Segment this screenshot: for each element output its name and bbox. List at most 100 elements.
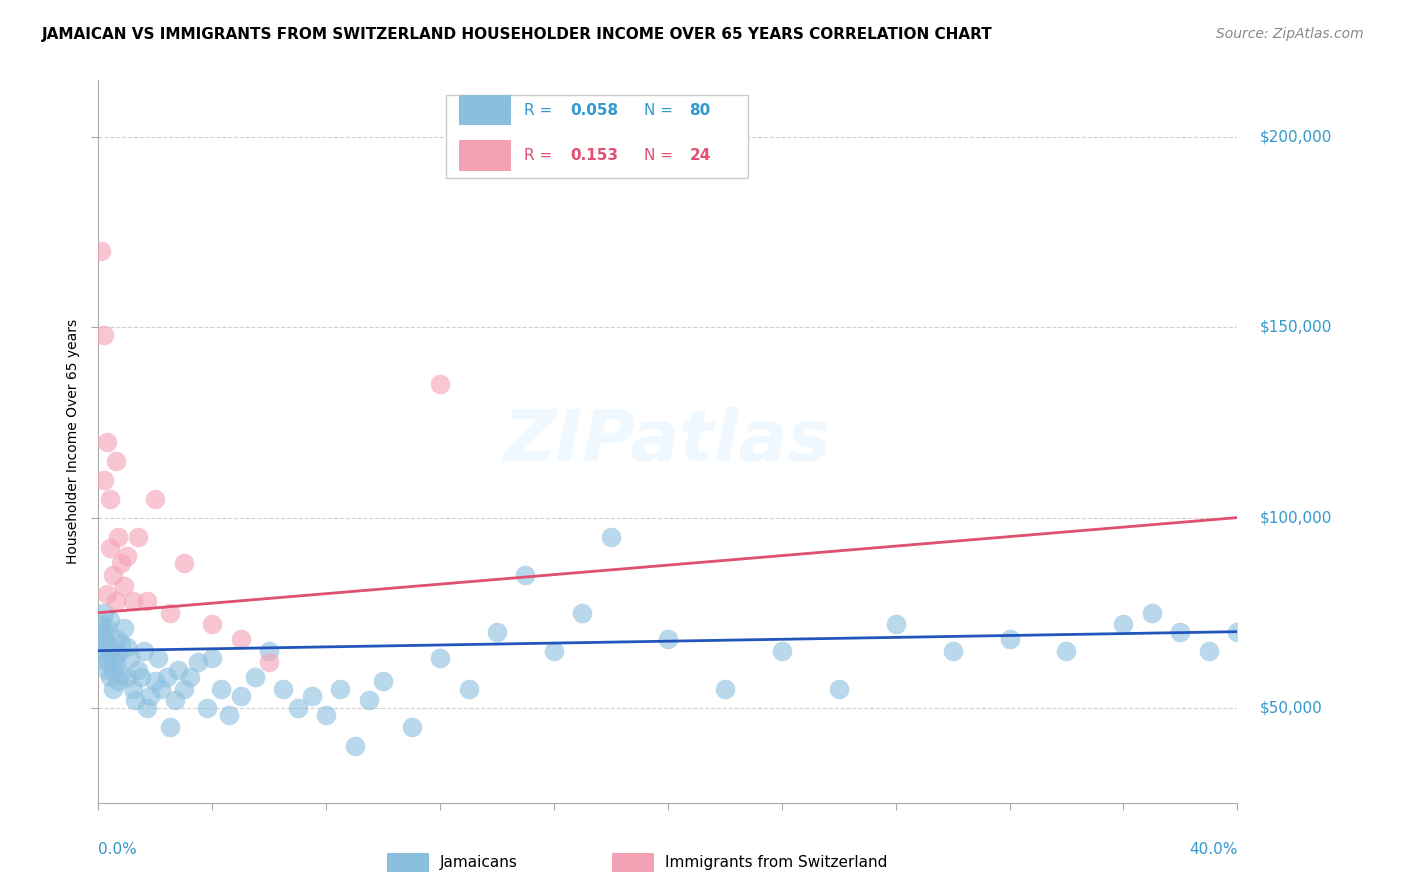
Point [159, 606, 181, 620]
Text: R =: R = [524, 103, 557, 118]
Point [429, 651, 451, 665]
Point [884, 617, 907, 632]
Point [259, 655, 281, 669]
Point [209, 681, 232, 696]
Point [98, 670, 121, 684]
Point [301, 690, 323, 704]
Point [600, 530, 623, 544]
Point [315, 708, 337, 723]
Point [121, 594, 143, 608]
Point [93, 624, 115, 639]
Text: 24: 24 [689, 148, 711, 163]
Point [121, 681, 143, 696]
Point [90, 632, 112, 647]
Point [93, 606, 115, 620]
Point [96, 663, 118, 677]
FancyBboxPatch shape [446, 95, 748, 178]
Point [457, 681, 479, 696]
Point [107, 648, 129, 662]
Text: R =: R = [524, 148, 557, 163]
Point [132, 643, 155, 657]
Point [543, 643, 565, 657]
Point [148, 651, 170, 665]
Text: JAMAICAN VS IMMIGRANTS FROM SWITZERLAND HOUSEHOLDER INCOME OVER 65 YEARS CORRELA: JAMAICAN VS IMMIGRANTS FROM SWITZERLAND … [42, 27, 993, 42]
Point [515, 567, 537, 582]
Point [201, 617, 224, 632]
Point [96, 621, 118, 635]
Point [93, 651, 115, 665]
Point [229, 632, 252, 647]
Point [343, 739, 366, 753]
Point [187, 655, 209, 669]
Point [135, 700, 157, 714]
Text: 40.0%: 40.0% [1189, 842, 1237, 856]
Point [112, 579, 135, 593]
Point [104, 655, 127, 669]
Point [101, 567, 124, 582]
Text: N =: N = [644, 148, 678, 163]
Point [104, 632, 127, 647]
Point [90, 643, 112, 657]
Point [828, 681, 851, 696]
Text: Source: ZipAtlas.com: Source: ZipAtlas.com [1216, 27, 1364, 41]
Point [96, 434, 118, 449]
Point [98, 541, 121, 555]
Point [127, 663, 149, 677]
Point [329, 681, 352, 696]
Point [218, 708, 240, 723]
Text: ZIPatlas: ZIPatlas [505, 407, 831, 476]
Point [98, 643, 121, 657]
Point [112, 621, 135, 635]
Point [93, 473, 115, 487]
Text: 0.153: 0.153 [569, 148, 617, 163]
Point [110, 636, 132, 650]
Point [401, 720, 423, 734]
Text: Immigrants from Switzerland: Immigrants from Switzerland [665, 855, 887, 870]
Point [118, 651, 141, 665]
Point [145, 674, 167, 689]
Point [96, 636, 118, 650]
Point [90, 244, 112, 259]
Point [159, 720, 181, 734]
Point [243, 670, 266, 684]
Point [110, 666, 132, 681]
Text: $50,000: $50,000 [1260, 700, 1323, 715]
Point [104, 453, 127, 467]
Point [98, 613, 121, 627]
Point [1170, 624, 1192, 639]
Text: N =: N = [644, 103, 678, 118]
Point [373, 674, 395, 689]
Point [1198, 643, 1220, 657]
Point [287, 700, 309, 714]
Point [714, 681, 737, 696]
Point [1112, 617, 1135, 632]
Point [98, 491, 121, 506]
Text: $150,000: $150,000 [1260, 320, 1333, 335]
Point [156, 670, 179, 684]
Point [571, 606, 593, 620]
Point [150, 681, 173, 696]
Text: 0.0%: 0.0% [98, 842, 138, 856]
Y-axis label: Householder Income Over 65 years: Householder Income Over 65 years [66, 319, 80, 564]
Point [229, 690, 252, 704]
Point [101, 651, 124, 665]
Point [942, 643, 965, 657]
FancyBboxPatch shape [460, 140, 510, 170]
Point [173, 556, 195, 570]
Text: 80: 80 [689, 103, 711, 118]
Point [135, 594, 157, 608]
Point [107, 530, 129, 544]
Point [115, 549, 138, 563]
Point [357, 693, 380, 707]
Point [657, 632, 679, 647]
Text: $100,000: $100,000 [1260, 510, 1333, 525]
Point [201, 651, 224, 665]
Point [93, 328, 115, 343]
Point [129, 670, 152, 684]
Point [173, 681, 195, 696]
Point [273, 681, 295, 696]
Point [1056, 643, 1078, 657]
Point [124, 693, 146, 707]
Point [101, 663, 124, 677]
Point [145, 491, 167, 506]
